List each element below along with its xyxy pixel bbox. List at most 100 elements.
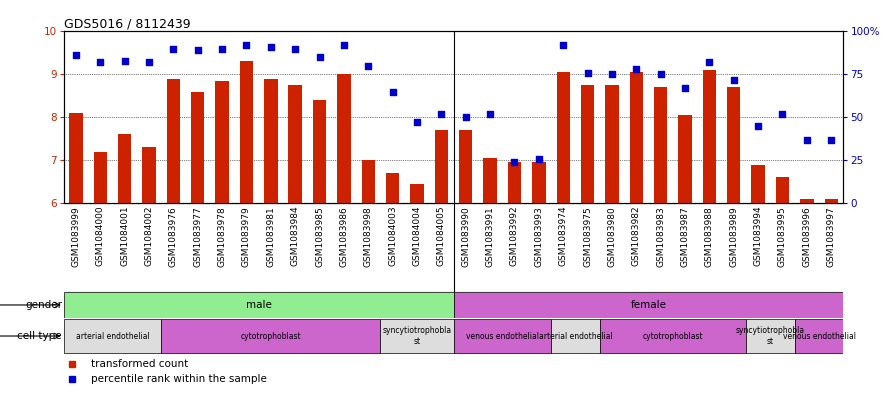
Point — [458, 114, 473, 120]
Point — [69, 52, 83, 59]
Point — [93, 59, 107, 66]
Text: cytotrophoblast: cytotrophoblast — [643, 332, 704, 340]
Point — [166, 46, 181, 52]
Bar — [94, 152, 107, 203]
Point — [800, 136, 814, 143]
Bar — [64, 292, 453, 318]
Text: gender: gender — [25, 300, 62, 310]
Text: GSM1083998: GSM1083998 — [364, 206, 373, 266]
Text: GSM1083986: GSM1083986 — [340, 206, 349, 266]
Point — [629, 66, 643, 72]
Point — [435, 111, 449, 117]
Bar — [459, 130, 473, 203]
Bar — [483, 158, 496, 203]
Bar — [795, 319, 843, 353]
Bar — [240, 61, 253, 203]
Point — [654, 71, 668, 77]
Bar — [166, 79, 180, 203]
Bar — [215, 81, 229, 203]
Text: GSM1084000: GSM1084000 — [96, 206, 104, 266]
Bar — [453, 292, 843, 318]
Point — [751, 123, 766, 129]
Text: GSM1083985: GSM1083985 — [315, 206, 324, 266]
Point — [604, 71, 619, 77]
Text: GSM1083982: GSM1083982 — [632, 206, 641, 266]
Point — [824, 136, 838, 143]
Text: GSM1083994: GSM1083994 — [754, 206, 763, 266]
Text: transformed count: transformed count — [91, 358, 189, 369]
Text: male: male — [246, 300, 272, 310]
Text: GSM1083981: GSM1083981 — [266, 206, 275, 266]
Text: GSM1083977: GSM1083977 — [193, 206, 203, 266]
Text: venous endothelial: venous endothelial — [466, 332, 539, 340]
Text: GSM1083979: GSM1083979 — [242, 206, 251, 266]
Point — [118, 57, 132, 64]
Text: GSM1084001: GSM1084001 — [120, 206, 129, 266]
Bar — [727, 87, 741, 203]
Bar — [581, 85, 594, 203]
Text: GSM1084005: GSM1084005 — [437, 206, 446, 266]
Text: GSM1083975: GSM1083975 — [583, 206, 592, 266]
Bar — [337, 74, 350, 203]
Point — [361, 62, 375, 69]
Bar — [654, 87, 667, 203]
Text: GSM1083989: GSM1083989 — [729, 206, 738, 266]
Text: GSM1083996: GSM1083996 — [803, 206, 812, 266]
Point — [312, 54, 327, 61]
Point — [289, 46, 303, 52]
Text: GSM1083992: GSM1083992 — [510, 206, 519, 266]
Bar — [313, 100, 327, 203]
Text: GSM1083993: GSM1083993 — [535, 206, 543, 266]
Point — [264, 44, 278, 50]
Text: syncytiotrophobla
st: syncytiotrophobla st — [735, 326, 804, 346]
Point — [556, 42, 570, 48]
Bar — [411, 184, 424, 203]
Point — [483, 111, 497, 117]
Point — [142, 59, 156, 66]
Text: GSM1083983: GSM1083983 — [656, 206, 666, 266]
Bar — [532, 162, 545, 203]
Bar — [703, 70, 716, 203]
Text: GSM1083999: GSM1083999 — [72, 206, 81, 266]
Text: percentile rank within the sample: percentile rank within the sample — [91, 374, 267, 384]
Bar — [142, 147, 156, 203]
Bar — [800, 199, 813, 203]
Text: arterial endothelial: arterial endothelial — [75, 332, 150, 340]
Bar — [825, 199, 838, 203]
Point — [532, 155, 546, 162]
Bar — [746, 319, 795, 353]
Point — [507, 159, 521, 165]
Text: GSM1083978: GSM1083978 — [218, 206, 227, 266]
Text: cytotrophoblast: cytotrophoblast — [241, 332, 301, 340]
Text: arterial endothelial: arterial endothelial — [538, 332, 612, 340]
Text: syncytiotrophobla
st: syncytiotrophobla st — [382, 326, 451, 346]
Bar — [69, 113, 82, 203]
Text: venous endothelial: venous endothelial — [782, 332, 856, 340]
Point — [775, 111, 789, 117]
Bar — [453, 319, 551, 353]
Text: GSM1083987: GSM1083987 — [681, 206, 689, 266]
Text: GSM1083990: GSM1083990 — [461, 206, 470, 266]
Text: GSM1083976: GSM1083976 — [169, 206, 178, 266]
Point — [678, 85, 692, 91]
Text: GSM1083974: GSM1083974 — [558, 206, 567, 266]
Text: female: female — [630, 300, 666, 310]
Text: GSM1083988: GSM1083988 — [704, 206, 714, 266]
Text: GSM1083991: GSM1083991 — [486, 206, 495, 266]
Bar — [776, 177, 789, 203]
Bar — [557, 72, 570, 203]
Bar — [362, 160, 375, 203]
Text: GSM1083997: GSM1083997 — [827, 206, 835, 266]
Bar — [191, 92, 204, 203]
Text: GSM1083995: GSM1083995 — [778, 206, 787, 266]
Bar — [600, 319, 746, 353]
Bar — [118, 134, 131, 203]
Bar — [435, 130, 448, 203]
Text: GSM1084003: GSM1084003 — [389, 206, 397, 266]
Point — [386, 88, 400, 95]
Text: GSM1084004: GSM1084004 — [412, 206, 421, 266]
Point — [581, 70, 595, 76]
Point — [337, 42, 351, 48]
Bar — [64, 319, 161, 353]
Point — [410, 119, 424, 126]
